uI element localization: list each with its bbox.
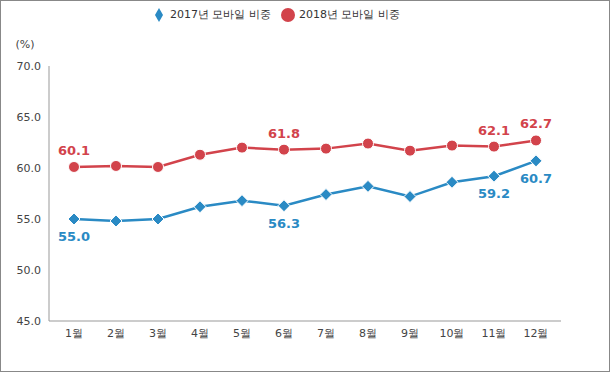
svg-text:9월: 9월 bbox=[401, 327, 419, 340]
svg-text:55.0: 55.0 bbox=[17, 213, 42, 226]
html-text:2017년 모바일 비중: 2017년 모바일 비중 bbox=[170, 8, 271, 21]
svg-text:10월: 10월 bbox=[440, 327, 465, 340]
svg-text:12월: 12월 bbox=[524, 327, 549, 340]
svg-text:61.8: 61.8 bbox=[268, 126, 300, 141]
svg-text:5월: 5월 bbox=[233, 327, 251, 340]
svg-text:8월: 8월 bbox=[359, 327, 377, 340]
svg-text:1월: 1월 bbox=[65, 327, 83, 340]
svg-text:70.0: 70.0 bbox=[17, 60, 42, 73]
svg-text:59.2: 59.2 bbox=[478, 186, 510, 201]
svg-text:11월: 11월 bbox=[482, 327, 507, 340]
svg-text:(%): (%) bbox=[15, 38, 34, 51]
svg-text:60.1: 60.1 bbox=[58, 143, 90, 158]
html-text:2018년 모바일 비중: 2018년 모바일 비중 bbox=[299, 8, 400, 21]
svg-text:4월: 4월 bbox=[191, 327, 209, 340]
svg-text:7월: 7월 bbox=[317, 327, 335, 340]
svg-text:55.0: 55.0 bbox=[58, 229, 90, 244]
svg-text:50.0: 50.0 bbox=[17, 264, 42, 277]
svg-text:6월: 6월 bbox=[275, 327, 293, 340]
svg-text:56.3: 56.3 bbox=[268, 216, 300, 231]
svg-text:60.7: 60.7 bbox=[520, 171, 552, 186]
svg-text:62.7: 62.7 bbox=[520, 116, 552, 131]
svg-text:60.0: 60.0 bbox=[17, 162, 42, 175]
svg-text:2월: 2월 bbox=[107, 327, 125, 340]
svg-text:45.0: 45.0 bbox=[17, 315, 42, 328]
svg-text:62.1: 62.1 bbox=[478, 123, 510, 138]
svg-text:3월: 3월 bbox=[149, 327, 167, 340]
svg-text:65.0: 65.0 bbox=[17, 111, 42, 124]
